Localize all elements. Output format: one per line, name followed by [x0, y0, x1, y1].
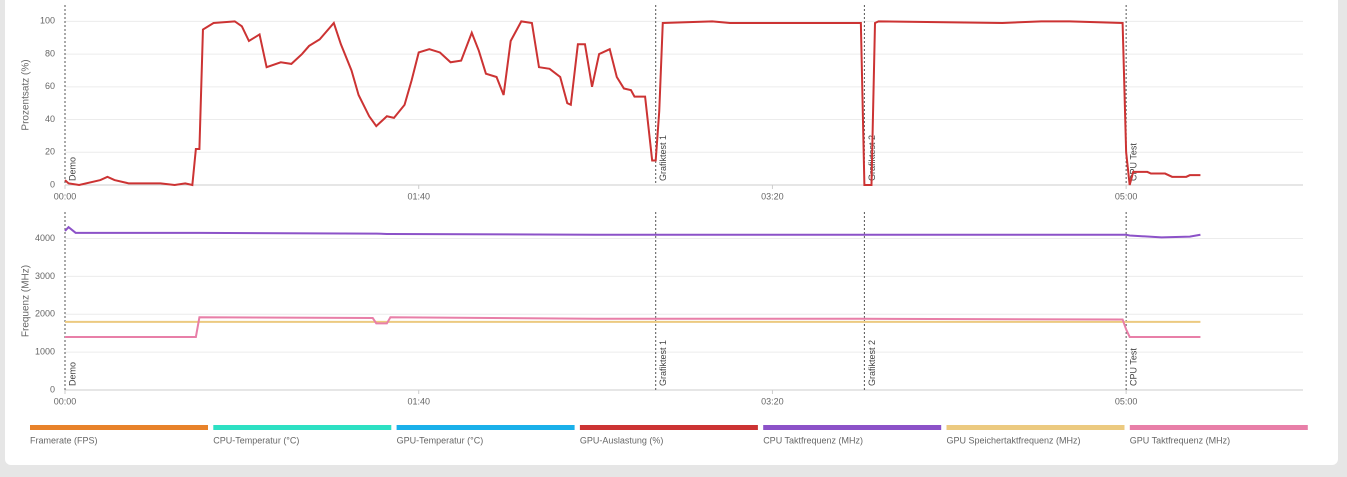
legend-swatch — [763, 425, 942, 430]
legend-swatch — [1129, 425, 1308, 430]
legend-swatch — [30, 425, 208, 430]
series-line — [65, 316, 1201, 338]
marker-label: Grafiktest 1 — [658, 135, 668, 181]
y-tick-label: 100 — [40, 16, 55, 26]
y-tick-label: 4000 — [35, 233, 55, 243]
y-axis-label: Prozentsatz (%) — [21, 59, 32, 130]
series-line — [64, 20, 1201, 187]
x-tick-label: 01:40 — [407, 191, 430, 201]
y-tick-label: 0 — [50, 384, 55, 394]
x-tick-label: 03:20 — [761, 191, 784, 201]
legend-label: CPU-Temperatur (°C) — [213, 435, 299, 445]
x-tick-label: 00:00 — [54, 396, 77, 406]
marker-label: Grafiktest 1 — [658, 340, 668, 386]
x-tick-label: 05:00 — [1115, 396, 1138, 406]
marker-label: Demo — [67, 362, 77, 386]
legend-label: GPU Speichertaktfrequenz (MHz) — [947, 435, 1081, 445]
y-tick-label: 2000 — [35, 309, 55, 319]
y-tick-label: 20 — [45, 147, 55, 157]
legend-swatch — [396, 425, 575, 430]
y-axis-label: Frequenz (MHz) — [21, 265, 32, 337]
y-tick-label: 0 — [50, 179, 55, 189]
y-tick-label: 60 — [45, 81, 55, 91]
x-tick-label: 01:40 — [407, 396, 430, 406]
x-tick-label: 00:00 — [54, 191, 77, 201]
legend-label: GPU Taktfrequenz (MHz) — [1130, 435, 1230, 445]
y-tick-label: 80 — [45, 48, 55, 58]
y-tick-label: 40 — [45, 114, 55, 124]
y-tick-label: 3000 — [35, 271, 55, 281]
series-line — [64, 225, 1201, 239]
marker-label: Grafiktest 2 — [867, 340, 877, 386]
legend-swatch — [213, 425, 392, 430]
x-tick-label: 03:20 — [761, 396, 784, 406]
legend-label: CPU Taktfrequenz (MHz) — [763, 435, 863, 445]
legend-swatch — [946, 425, 1125, 430]
legend-label: Framerate (FPS) — [30, 435, 98, 445]
marker-label: CPU Test — [1129, 143, 1139, 181]
marker-label: Demo — [67, 157, 77, 181]
legend-swatch — [579, 425, 758, 430]
y-tick-label: 1000 — [35, 347, 55, 357]
legend-label: GPU-Auslastung (%) — [580, 435, 664, 445]
legend-label: GPU-Temperatur (°C) — [397, 435, 484, 445]
marker-label: CPU Test — [1129, 348, 1139, 386]
x-tick-label: 05:00 — [1115, 191, 1138, 201]
